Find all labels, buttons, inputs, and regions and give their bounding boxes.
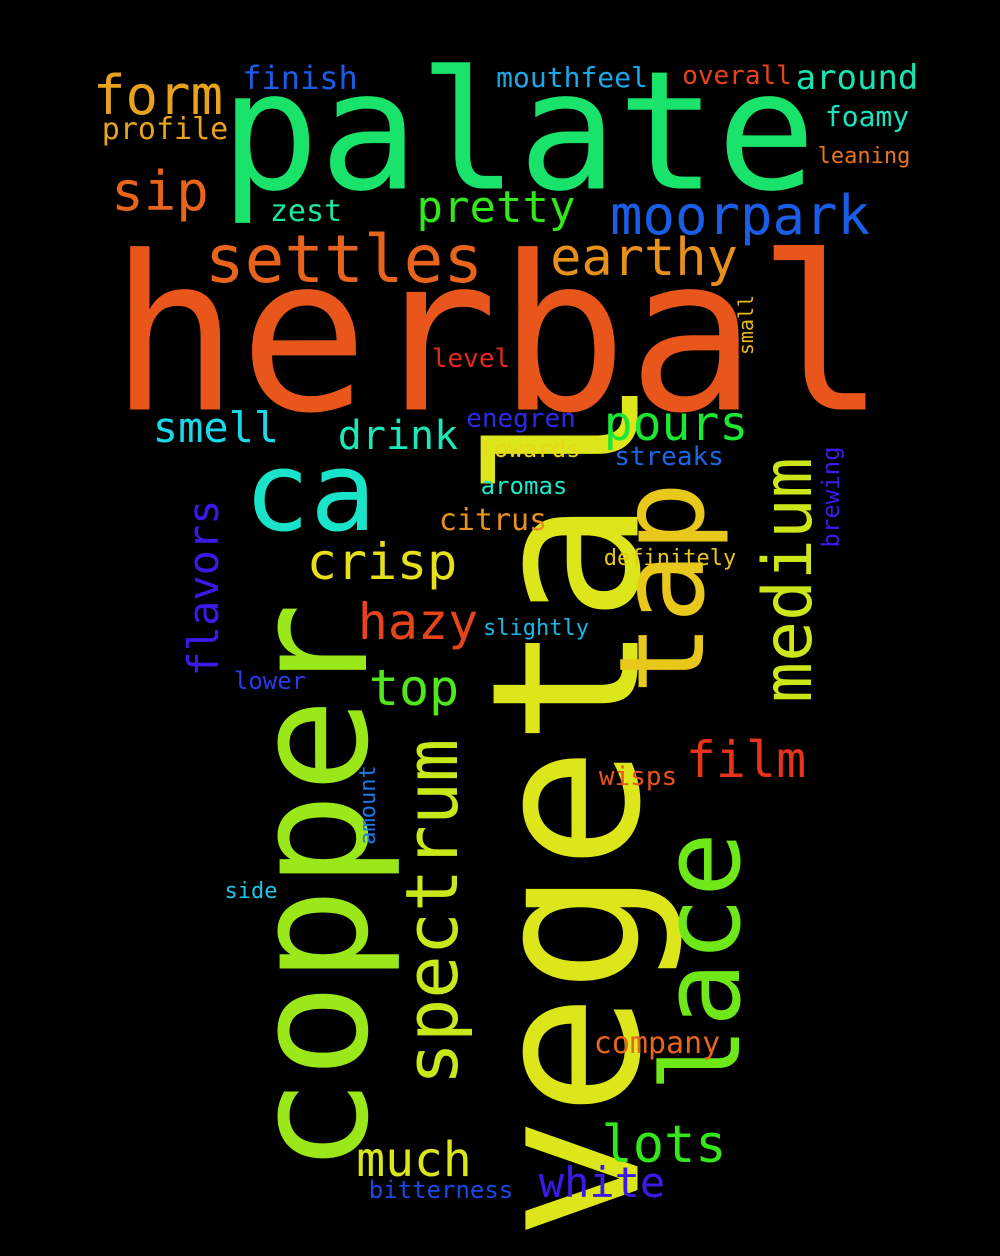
word-moorpark: moorpark xyxy=(609,184,871,247)
word-drink: drink xyxy=(337,413,459,459)
word-definitely: definitely xyxy=(603,546,737,571)
word-company: company xyxy=(593,1026,721,1061)
word-aromas: aromas xyxy=(480,472,568,500)
word-medium: medium xyxy=(749,457,828,703)
word-level: level xyxy=(431,344,511,374)
word-ca: ca xyxy=(243,428,377,556)
word-foamy: foamy xyxy=(824,100,910,133)
word-pours: pours xyxy=(603,396,749,452)
word-earthy: earthy xyxy=(550,228,738,288)
word-finish: finish xyxy=(242,59,358,97)
word-herbal: herbal xyxy=(109,209,887,461)
word-tap: tap xyxy=(593,481,731,695)
word-smell: smell xyxy=(152,403,280,452)
word-citrus: citrus xyxy=(438,503,548,538)
word-profile: profile xyxy=(101,112,229,147)
word-zest: zest xyxy=(269,194,343,229)
word-spectrum: spectrum xyxy=(390,738,474,1086)
word-form: form xyxy=(92,64,224,127)
word-brewing: brewing xyxy=(817,446,845,548)
word-mouthfeel: mouthfeel xyxy=(496,61,648,94)
word-towards: towards xyxy=(479,435,581,463)
word-overall: overall xyxy=(682,61,792,91)
word-settles: settles xyxy=(204,221,484,298)
word-bitterness: bitterness xyxy=(368,1176,514,1204)
word-amount: amount xyxy=(356,765,381,845)
word-lower: lower xyxy=(233,667,307,695)
word-palate: palate xyxy=(219,35,817,228)
word-lots: lots xyxy=(601,1115,727,1175)
word-around: around xyxy=(795,58,919,98)
word-slightly: slightly xyxy=(483,616,589,641)
word-small: small xyxy=(734,294,758,356)
word-pretty: pretty xyxy=(416,182,576,233)
word-leaning: leaning xyxy=(817,144,911,169)
word-side: side xyxy=(224,879,278,904)
word-flavors: flavors xyxy=(179,499,228,677)
word-streaks: streaks xyxy=(614,442,724,472)
word-crisp: crisp xyxy=(306,533,458,591)
word-wisps: wisps xyxy=(598,762,678,792)
word-sip: sip xyxy=(111,160,209,223)
word-enegren: enegren xyxy=(466,404,576,434)
word-top: top xyxy=(368,659,460,717)
word-white: white xyxy=(538,1158,666,1207)
word-hazy: hazy xyxy=(357,593,479,651)
word-film: film xyxy=(685,731,807,789)
word-much: much xyxy=(356,1132,472,1188)
